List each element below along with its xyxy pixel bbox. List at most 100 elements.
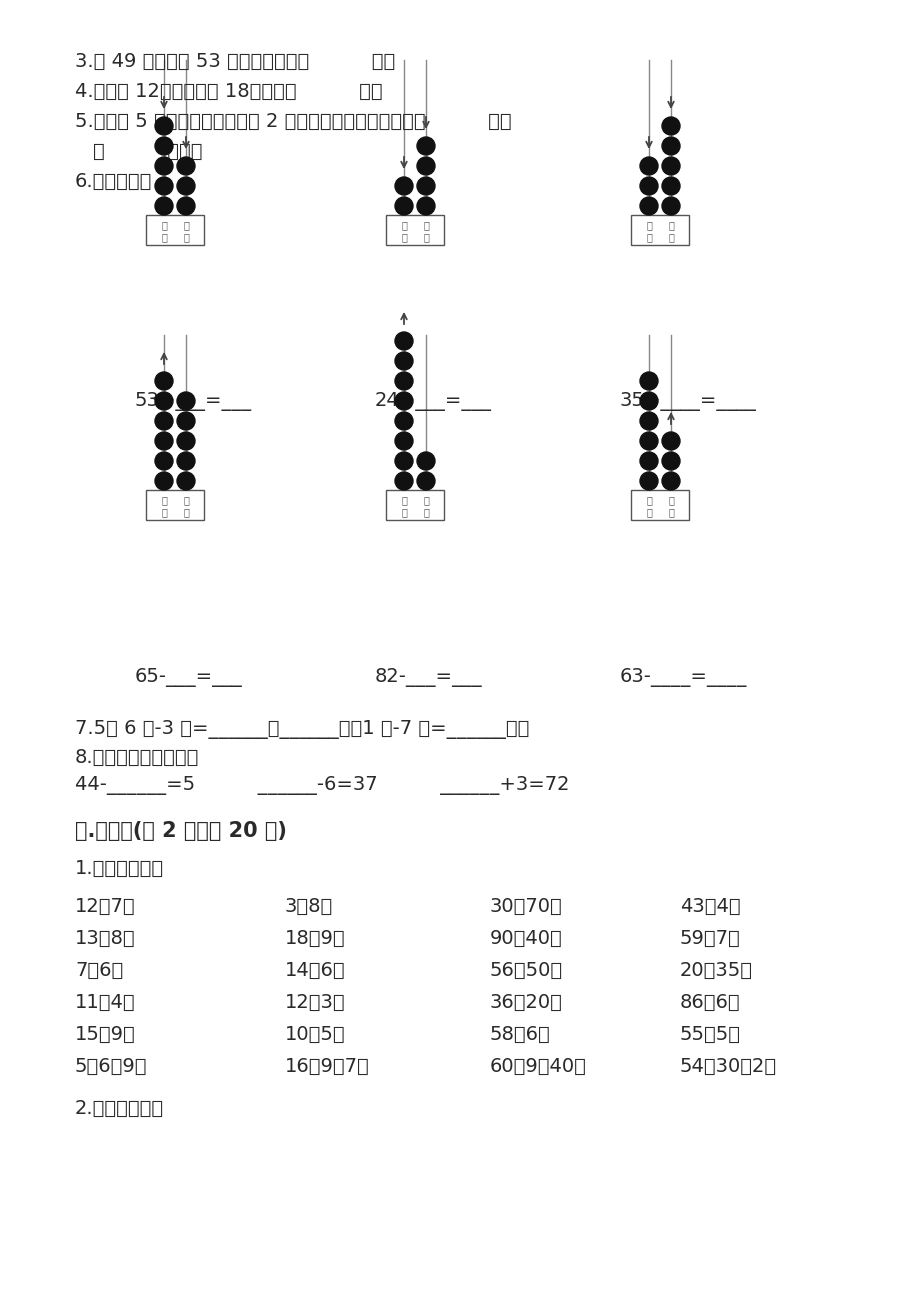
Text: 13－8＝: 13－8＝ — [75, 930, 135, 948]
Text: 4.减数是 12，被减数是 18，差是（          ）。: 4.减数是 12，被减数是 18，差是（ ）。 — [75, 82, 382, 102]
Circle shape — [394, 332, 413, 350]
Circle shape — [640, 197, 657, 215]
Circle shape — [394, 197, 413, 215]
Text: 58－6＝: 58－6＝ — [490, 1025, 550, 1044]
Text: 86－6＝: 86－6＝ — [679, 993, 740, 1012]
Circle shape — [176, 158, 195, 174]
Circle shape — [640, 452, 657, 470]
Text: 3＋8＝: 3＋8＝ — [285, 897, 333, 917]
Circle shape — [394, 352, 413, 370]
Circle shape — [394, 177, 413, 195]
Circle shape — [416, 158, 435, 174]
Text: 14－6＝: 14－6＝ — [285, 961, 346, 980]
Circle shape — [154, 117, 173, 135]
Text: 7＋6＝: 7＋6＝ — [75, 961, 123, 980]
Text: 个: 个 — [183, 496, 188, 505]
Circle shape — [662, 158, 679, 174]
Bar — [386, 215, 444, 245]
Circle shape — [394, 411, 413, 430]
Circle shape — [662, 432, 679, 450]
Text: 56－50＝: 56－50＝ — [490, 961, 562, 980]
Circle shape — [394, 452, 413, 470]
Text: 位: 位 — [161, 508, 166, 517]
Circle shape — [640, 372, 657, 391]
Circle shape — [394, 432, 413, 450]
Circle shape — [154, 432, 173, 450]
Circle shape — [176, 432, 195, 450]
Circle shape — [176, 411, 195, 430]
Text: 59－7＝: 59－7＝ — [679, 930, 740, 948]
Text: 90－40＝: 90－40＝ — [490, 930, 562, 948]
Text: 2.直接写得数。: 2.直接写得数。 — [75, 1099, 164, 1118]
Circle shape — [640, 177, 657, 195]
Text: 位: 位 — [423, 508, 428, 517]
Text: 十: 十 — [161, 220, 166, 230]
Circle shape — [662, 117, 679, 135]
Text: 43＋4＝: 43＋4＝ — [679, 897, 740, 917]
Text: 54－30－2＝: 54－30－2＝ — [679, 1057, 777, 1075]
Circle shape — [416, 177, 435, 195]
Circle shape — [176, 177, 195, 195]
Text: 15－9＝: 15－9＝ — [75, 1025, 136, 1044]
Text: 60＋9－40＝: 60＋9－40＝ — [490, 1057, 586, 1075]
Circle shape — [154, 158, 173, 174]
Text: 65-___=___: 65-___=___ — [135, 668, 243, 687]
Text: 53+___=___: 53+___=___ — [135, 392, 252, 411]
Circle shape — [416, 197, 435, 215]
Circle shape — [154, 137, 173, 155]
Circle shape — [176, 197, 195, 215]
Circle shape — [176, 473, 195, 490]
Text: 位: 位 — [401, 508, 406, 517]
Text: 12－7＝: 12－7＝ — [75, 897, 135, 917]
Circle shape — [640, 411, 657, 430]
Text: 44-______=5          ______-6=37          ______+3=72: 44-______=5 ______-6=37 ______+3=72 — [75, 776, 569, 796]
Text: 5＋6－9＝: 5＋6－9＝ — [75, 1057, 147, 1075]
Text: 四.计算题(共 2 题，共 20 分): 四.计算题(共 2 题，共 20 分) — [75, 822, 287, 841]
Text: 十: 十 — [401, 496, 406, 505]
Circle shape — [154, 452, 173, 470]
Text: 位: 位 — [183, 508, 188, 517]
Text: 55－5＝: 55－5＝ — [679, 1025, 740, 1044]
Bar — [386, 490, 444, 519]
Text: 十: 十 — [161, 496, 166, 505]
Circle shape — [640, 158, 657, 174]
Text: 35+____=____: 35+____=____ — [619, 392, 756, 411]
Text: 10＋5＝: 10＋5＝ — [285, 1025, 346, 1044]
Text: 个: 个 — [183, 220, 188, 230]
Text: 12－3＝: 12－3＝ — [285, 993, 346, 1012]
Circle shape — [640, 432, 657, 450]
Text: 个: 个 — [667, 496, 674, 505]
Circle shape — [394, 392, 413, 410]
Text: 18－9＝: 18－9＝ — [285, 930, 346, 948]
Text: 位: 位 — [667, 508, 674, 517]
Text: 个: 个 — [423, 496, 428, 505]
Text: 位: 位 — [645, 508, 652, 517]
Circle shape — [640, 392, 657, 410]
Circle shape — [662, 137, 679, 155]
Circle shape — [154, 372, 173, 391]
Text: 16－9＋7＝: 16－9＋7＝ — [285, 1057, 369, 1075]
Bar — [630, 490, 688, 519]
Text: 位: 位 — [183, 233, 188, 242]
Bar — [630, 215, 688, 245]
Circle shape — [176, 452, 195, 470]
Text: 个: 个 — [423, 220, 428, 230]
Text: 30＋70＝: 30＋70＝ — [490, 897, 562, 917]
Circle shape — [662, 177, 679, 195]
Circle shape — [154, 411, 173, 430]
Text: 位: 位 — [401, 233, 406, 242]
Text: 1.计算我最行。: 1.计算我最行。 — [75, 859, 164, 878]
Circle shape — [416, 452, 435, 470]
Circle shape — [416, 137, 435, 155]
Circle shape — [394, 372, 413, 391]
Circle shape — [640, 473, 657, 490]
Text: 位: 位 — [667, 233, 674, 242]
Text: 个: 个 — [667, 220, 674, 230]
Text: 11－4＝: 11－4＝ — [75, 993, 135, 1012]
Circle shape — [176, 392, 195, 410]
Text: 十: 十 — [401, 220, 406, 230]
Circle shape — [154, 177, 173, 195]
Text: （          ）角。: （ ）角。 — [93, 142, 202, 161]
Circle shape — [154, 392, 173, 410]
Circle shape — [416, 473, 435, 490]
